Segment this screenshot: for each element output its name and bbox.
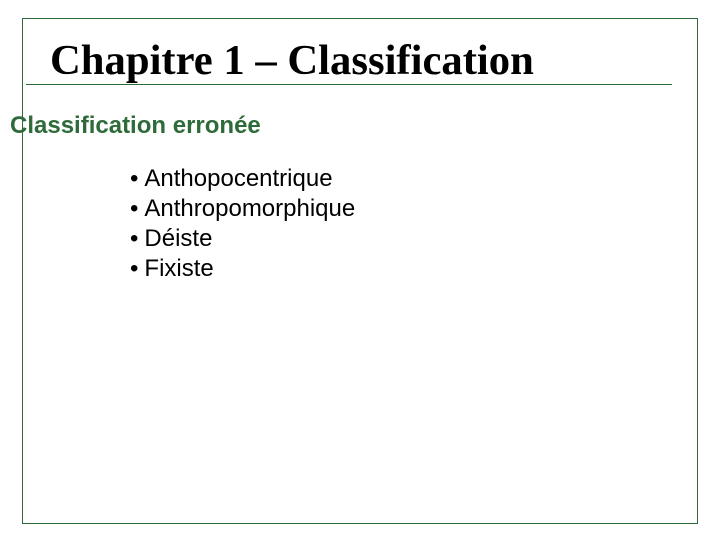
slide-subtitle: Classification erronée <box>10 112 261 140</box>
title-underline <box>26 84 672 85</box>
list-item-label: Anthopocentrique <box>144 164 332 194</box>
list-item: •Déiste <box>130 224 355 254</box>
list-item: •Anthopocentrique <box>130 164 355 194</box>
bullet-marker: • <box>130 254 138 284</box>
slide-title: Chapitre 1 – Classification <box>50 36 534 85</box>
slide-frame <box>22 18 698 524</box>
list-item-label: Fixiste <box>144 254 213 284</box>
list-item-label: Déiste <box>144 224 212 254</box>
list-item: •Fixiste <box>130 254 355 284</box>
list-item-label: Anthropomorphique <box>144 194 355 224</box>
bullet-marker: • <box>130 224 138 254</box>
list-item: •Anthropomorphique <box>130 194 355 224</box>
bullet-marker: • <box>130 194 138 224</box>
bullet-marker: • <box>130 164 138 194</box>
bullet-list: •Anthopocentrique•Anthropomorphique•Déis… <box>130 164 355 284</box>
